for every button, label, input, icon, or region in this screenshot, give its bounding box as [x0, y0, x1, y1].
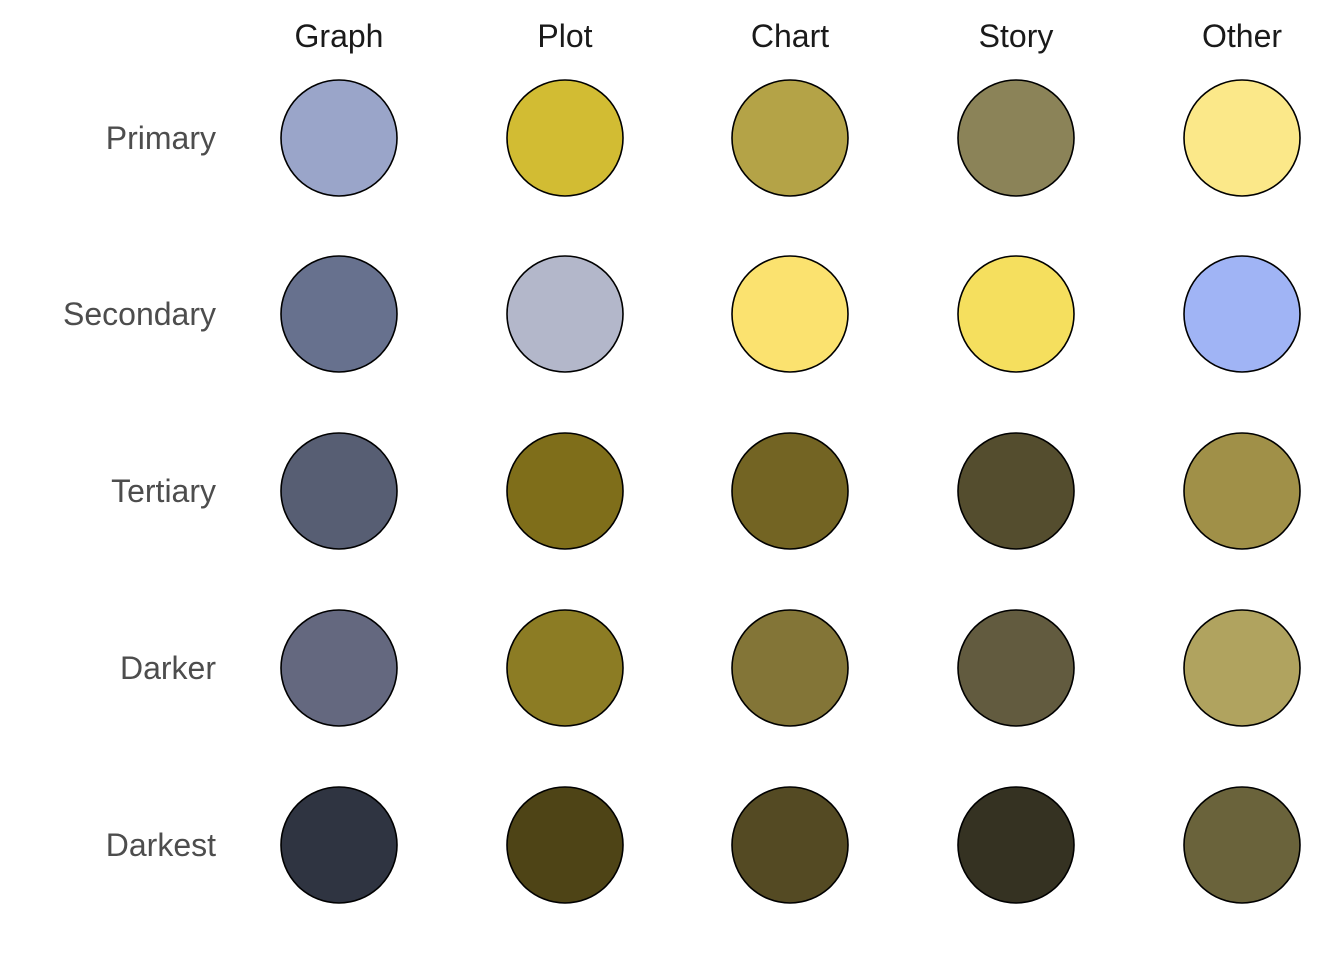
row-label-secondary: Secondary	[63, 296, 216, 332]
row-labels: Primary Secondary Tertiary Darker Darkest	[63, 120, 216, 863]
swatch-darker-chart	[731, 609, 849, 727]
column-label-graph: Graph	[295, 18, 384, 54]
row-label-tertiary: Tertiary	[111, 473, 216, 509]
swatch-tertiary-plot	[506, 432, 624, 550]
swatch-darker-graph	[280, 609, 398, 727]
swatch-secondary-graph	[280, 255, 398, 373]
column-label-plot: Plot	[537, 18, 592, 54]
row-label-primary: Primary	[106, 120, 216, 156]
swatch-darkest-plot	[506, 786, 624, 904]
row-label-darker: Darker	[120, 650, 216, 686]
swatch-primary-other	[1183, 79, 1301, 197]
swatch-darkest-chart	[731, 786, 849, 904]
swatch-secondary-chart	[731, 255, 849, 373]
swatch-tertiary-other	[1183, 432, 1301, 550]
row-label-darkest: Darkest	[106, 827, 216, 863]
swatch-secondary-other	[1183, 255, 1301, 373]
swatch-tertiary-graph	[280, 432, 398, 550]
swatch-grid	[280, 79, 1301, 904]
column-label-chart: Chart	[751, 18, 829, 54]
swatch-darker-other	[1183, 609, 1301, 727]
swatch-darker-plot	[506, 609, 624, 727]
swatch-darkest-other	[1183, 786, 1301, 904]
swatch-darker-story	[957, 609, 1075, 727]
swatch-primary-plot	[506, 79, 624, 197]
column-label-story: Story	[979, 18, 1054, 54]
swatch-secondary-story	[957, 255, 1075, 373]
swatch-darkest-graph	[280, 786, 398, 904]
swatch-primary-graph	[280, 79, 398, 197]
swatch-primary-story	[957, 79, 1075, 197]
column-labels: Graph Plot Chart Story Other	[295, 18, 1283, 54]
swatch-darkest-story	[957, 786, 1075, 904]
column-label-other: Other	[1202, 18, 1282, 54]
swatch-secondary-plot	[506, 255, 624, 373]
swatch-tertiary-chart	[731, 432, 849, 550]
swatch-primary-chart	[731, 79, 849, 197]
swatch-tertiary-story	[957, 432, 1075, 550]
